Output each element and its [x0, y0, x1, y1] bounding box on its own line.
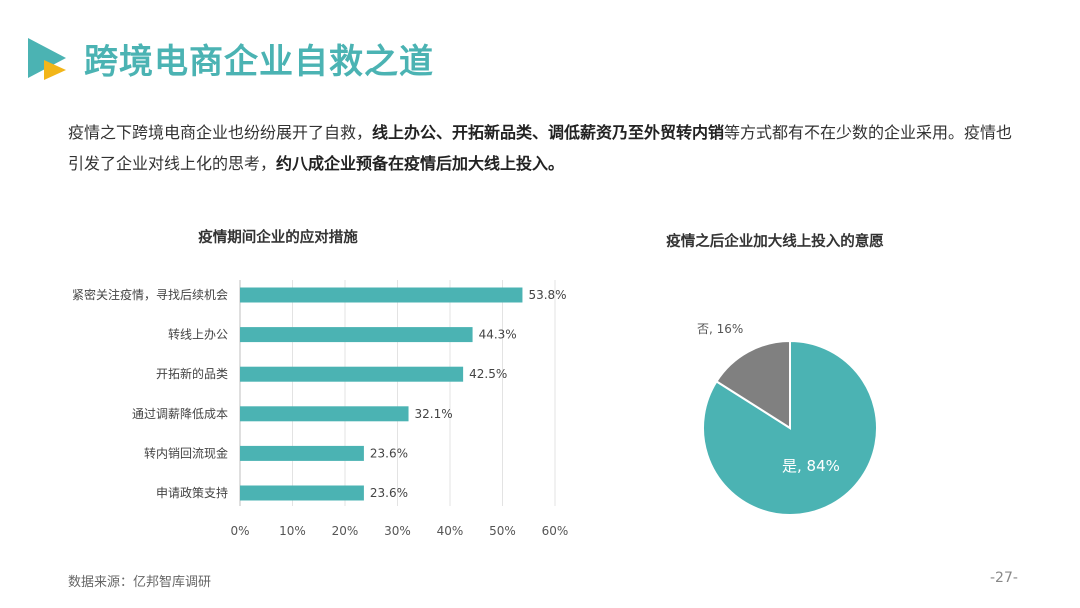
- bar: [240, 445, 364, 461]
- intro-text-2: 等方式都有不在少数的企业采用。疫情也引发了企业对线上化的思考，: [68, 123, 1013, 173]
- x-tick-label: 30%: [384, 524, 411, 538]
- x-tick-label: 60%: [542, 524, 569, 538]
- page-title: 跨境电商企业自救之道: [84, 42, 434, 82]
- bar-chart: 0% 10% 20% 30% 40% 50% 60% 紧密关注疫情，寻找后续机会 53.8% 转线…: [72, 280, 569, 538]
- category-label: 通过调薪降低成本: [132, 407, 228, 421]
- x-tick-label: 50%: [489, 524, 516, 538]
- category-label: 转线上办公: [168, 327, 228, 342]
- pie-slice: [715, 339, 791, 430]
- x-tick-label: 0%: [230, 524, 249, 538]
- page-number: -27-: [990, 570, 1018, 586]
- bar: [240, 366, 464, 382]
- pie-slice-label: 否, 16%: [697, 322, 743, 336]
- bar-chart-title: 疫情期间企业的应对措施: [198, 230, 358, 246]
- pie-chart: 是, 84% 否, 16%: [697, 322, 878, 516]
- bar-value-label: 42.5%: [469, 367, 507, 381]
- bar: [240, 287, 523, 303]
- intro-paragraph: 疫情之下跨境电商企业也纷纷展开了自救，线上办公、开拓新品类、调低薪资乃至外贸转内…: [68, 117, 1018, 179]
- x-tick-label: 20%: [332, 524, 359, 538]
- bar: [240, 406, 409, 422]
- x-tick-label: 10%: [279, 524, 306, 538]
- category-label: 申请政策支持: [156, 485, 228, 500]
- bar-value-label: 23.6%: [370, 486, 408, 500]
- bar-value-label: 32.1%: [415, 407, 453, 421]
- category-label: 开拓新的品类: [156, 366, 228, 381]
- x-tick-label: 40%: [437, 524, 464, 538]
- bar-value-label: 53.8%: [528, 288, 566, 302]
- pie-chart-title: 疫情之后企业加大线上投入的意愿: [666, 234, 884, 250]
- play-logo-icon: [28, 38, 66, 80]
- intro-bold-2: 约八成企业预备在疫情后加大线上投入。: [276, 154, 565, 173]
- pie-slice-label: 是, 84%: [782, 457, 840, 475]
- bar-value-label: 23.6%: [370, 446, 408, 460]
- bar: [240, 485, 364, 501]
- intro-text-1: 疫情之下跨境电商企业也纷纷展开了自救，: [68, 123, 373, 142]
- category-label: 紧密关注疫情，寻找后续机会: [72, 287, 228, 302]
- intro-bold-1: 线上办公、开拓新品类、调低薪资乃至外贸转内销: [372, 123, 725, 142]
- data-source: 数据来源：亿邦智库调研: [68, 575, 212, 590]
- bar-value-label: 44.3%: [479, 328, 517, 342]
- category-label: 转内销回流现金: [144, 445, 228, 460]
- bar: [240, 327, 473, 343]
